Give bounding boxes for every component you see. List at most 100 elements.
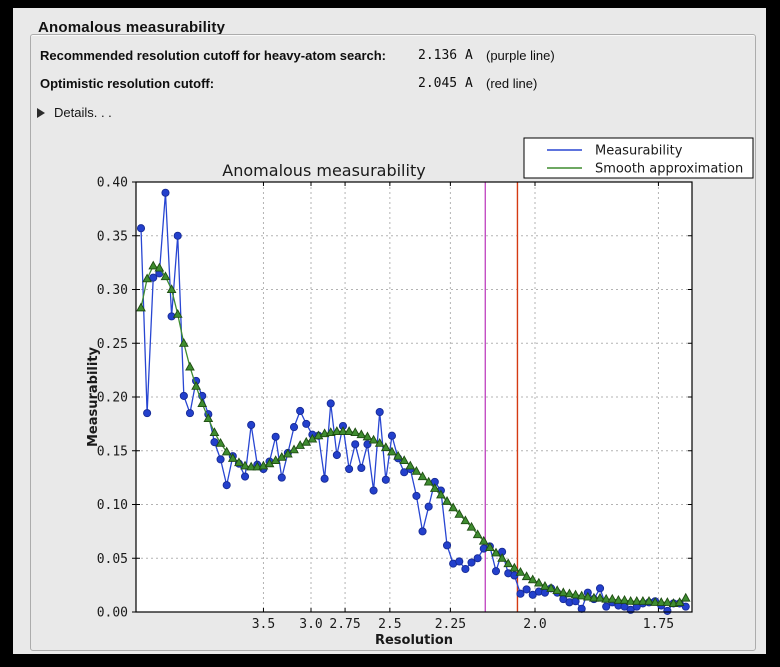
- data-point-marker: [345, 464, 354, 474]
- smooth-point-marker: [564, 588, 575, 598]
- smooth-point-marker: [197, 398, 208, 407]
- smooth-point-marker: [491, 547, 501, 557]
- smooth-point-marker: [380, 442, 391, 452]
- smooth-point-marker: [429, 483, 440, 492]
- data-point-marker: [442, 541, 452, 550]
- smooth-point-marker: [356, 429, 367, 439]
- legend-label: Measurability: [595, 144, 683, 159]
- smooth-point-marker: [607, 593, 618, 603]
- y-axis-label: Measurability: [86, 346, 101, 447]
- details-toggle[interactable]: Details. . .: [37, 105, 112, 121]
- smooth-point-marker: [350, 427, 361, 437]
- smooth-point-marker: [142, 273, 152, 283]
- data-point-marker: [363, 440, 372, 449]
- y-tick-label: 0.10: [97, 498, 128, 513]
- data-point-marker: [516, 589, 525, 598]
- details-label: Details. . .: [54, 105, 112, 120]
- data-point-marker: [400, 468, 409, 477]
- x-tick-label: 2.25: [435, 617, 466, 632]
- x-tick-label: 3.5: [252, 617, 275, 632]
- data-point-marker: [418, 527, 427, 536]
- smooth-point-marker: [546, 583, 556, 592]
- data-point-marker: [602, 602, 611, 611]
- smooth-point-marker: [148, 260, 159, 270]
- data-point-marker: [461, 564, 470, 574]
- results-groupbox: [30, 34, 756, 651]
- data-point-marker: [136, 224, 146, 233]
- smooth-point-marker: [172, 308, 183, 318]
- data-point-marker: [681, 602, 690, 611]
- y-tick-label: 0.30: [97, 283, 128, 298]
- smooth-point-marker: [503, 558, 514, 568]
- optimistic-cutoff-label: Optimistic resolution cutoff:: [40, 76, 215, 91]
- data-point-marker: [412, 491, 421, 500]
- recommended-cutoff-row: Recommended resolution cutoff for heavy-…: [13, 48, 766, 64]
- smooth-point-marker: [466, 521, 477, 531]
- plot-area[interactable]: [136, 182, 692, 612]
- data-point-marker: [320, 474, 329, 483]
- smooth-point-marker: [460, 515, 471, 525]
- data-point-marker: [467, 558, 476, 567]
- data-point-marker: [222, 481, 231, 490]
- smooth-point-marker: [227, 453, 238, 462]
- y-tick-label: 0.40: [97, 176, 128, 191]
- smooth-point-marker: [478, 535, 489, 545]
- data-point-marker: [185, 409, 195, 418]
- smooth-point-marker: [497, 553, 507, 562]
- smooth-point-marker: [246, 461, 257, 471]
- smooth-point-marker: [454, 508, 465, 518]
- data-point-marker: [424, 502, 433, 511]
- smooth-point-marker: [411, 465, 422, 475]
- smooth-point-marker: [331, 426, 342, 435]
- data-point-marker: [302, 419, 311, 428]
- data-point-marker: [143, 409, 152, 418]
- legend-box: [523, 137, 754, 179]
- y-tick-label: 0.00: [97, 606, 128, 621]
- smooth-point-marker: [656, 597, 667, 606]
- smooth-point-marker: [209, 427, 220, 437]
- y-tick-label: 0.35: [97, 229, 128, 244]
- data-point-marker: [296, 406, 305, 416]
- optimistic-cutoff-row: Optimistic resolution cutoff: 2.045 A (r…: [13, 76, 766, 92]
- data-point-marker: [149, 273, 158, 282]
- x-tick-label: 2.5: [378, 617, 401, 632]
- smooth-point-marker: [472, 529, 483, 539]
- data-point-marker: [289, 423, 299, 432]
- disclosure-triangle-icon[interactable]: [37, 108, 45, 118]
- smooth-point-marker: [662, 597, 673, 606]
- smooth-point-marker: [399, 455, 410, 464]
- smooth-point-marker: [650, 597, 660, 606]
- smooth-point-marker: [442, 496, 452, 505]
- smooth-point-marker: [423, 476, 434, 486]
- smooth-point-marker: [485, 542, 495, 552]
- smooth-point-marker: [166, 284, 177, 294]
- smooth-point-marker: [203, 413, 214, 423]
- smooth-point-marker: [178, 338, 189, 347]
- smooth-point-marker: [619, 594, 630, 604]
- smooth-point-marker: [613, 594, 624, 604]
- smooth-point-marker: [521, 571, 532, 581]
- smooth-point-marker: [283, 448, 293, 458]
- smooth-point-marker: [644, 596, 654, 605]
- data-point-marker: [522, 585, 531, 594]
- x-tick-label: 2.75: [329, 617, 360, 632]
- data-point-marker: [277, 473, 286, 482]
- data-point-marker: [161, 188, 170, 197]
- recommended-cutoff-value: 2.136 A: [418, 48, 473, 63]
- recommended-cutoff-label: Recommended resolution cutoff for heavy-…: [40, 48, 387, 63]
- smooth-point-marker: [240, 460, 250, 470]
- data-point-marker: [247, 420, 256, 430]
- data-point-marker: [375, 407, 384, 417]
- data-point-marker: [326, 399, 335, 408]
- data-point-marker: [351, 440, 360, 449]
- data-point-marker: [369, 486, 378, 495]
- smooth-point-marker: [289, 444, 299, 454]
- optimistic-cutoff-value: 2.045 A: [418, 76, 473, 91]
- smooth-point-marker: [625, 596, 636, 605]
- data-point-marker: [216, 455, 225, 464]
- smooth-point-marker: [558, 587, 569, 597]
- x-tick-label: 1.75: [643, 617, 674, 632]
- data-point-marker: [179, 391, 188, 400]
- smooth-point-marker: [674, 597, 685, 606]
